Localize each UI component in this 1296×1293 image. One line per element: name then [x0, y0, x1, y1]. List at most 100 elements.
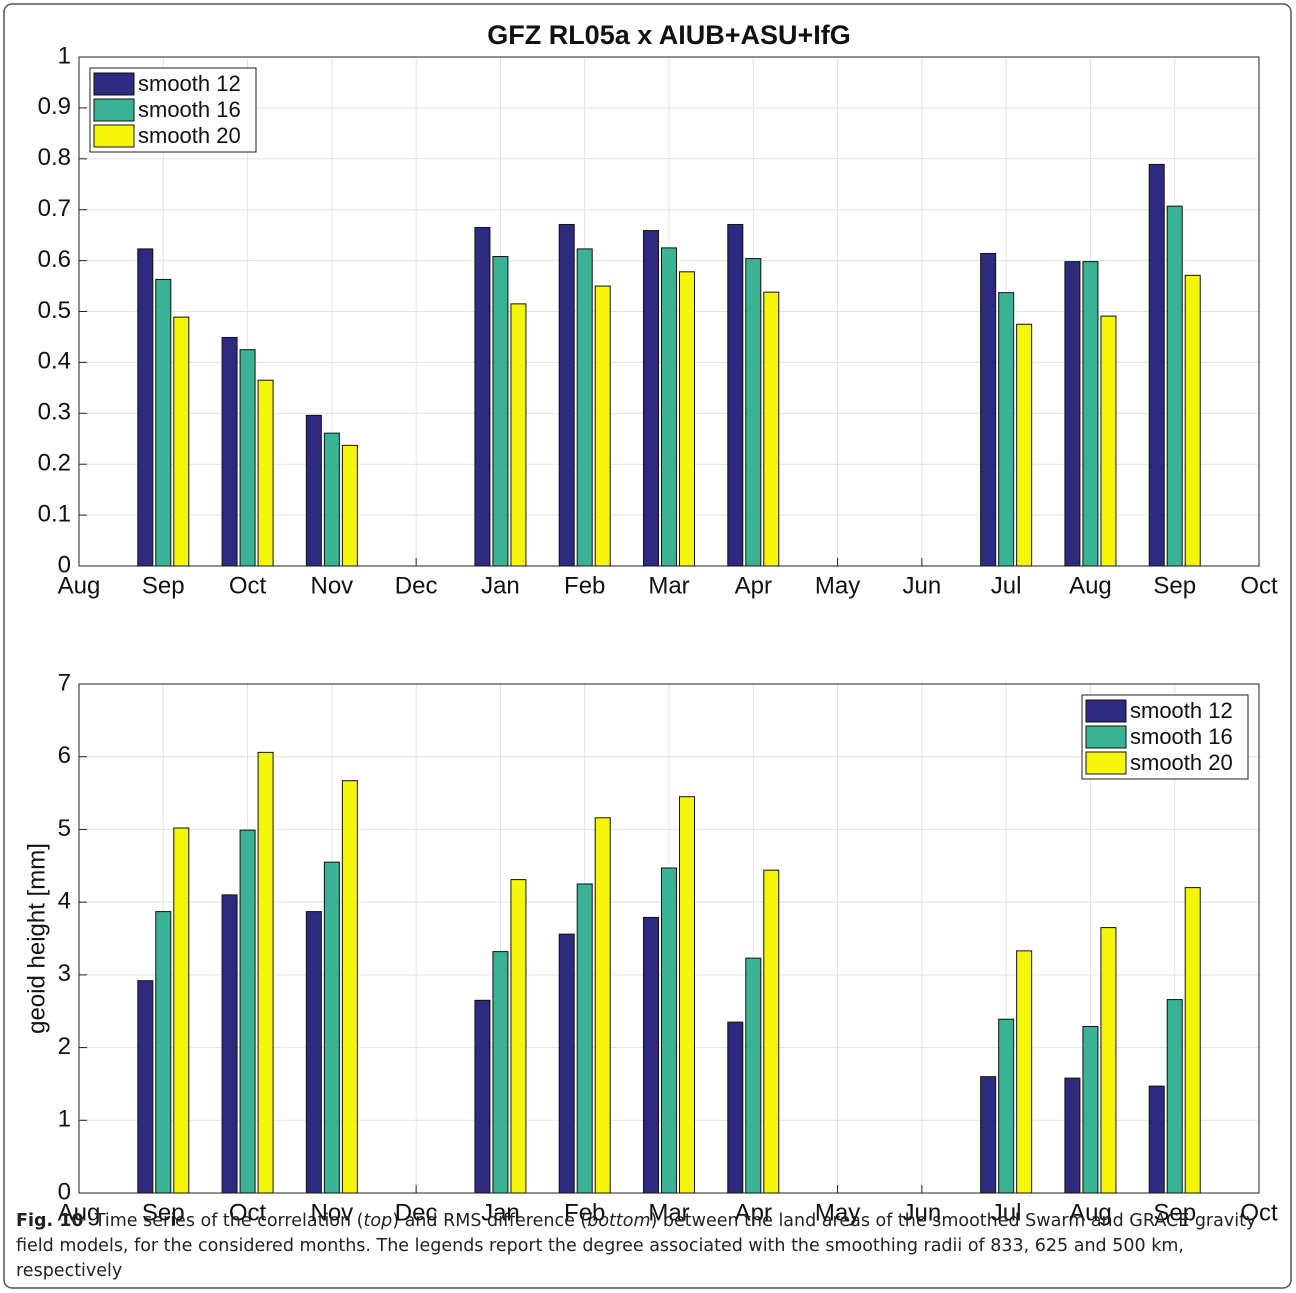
bar [1166, 999, 1183, 1194]
legend-swatch [93, 98, 135, 122]
bar [643, 916, 659, 1194]
bar [173, 827, 190, 1194]
y-tick-label: 0.9 [38, 93, 71, 120]
y-tick-label: 3 [58, 960, 71, 987]
bar [239, 829, 256, 1194]
bar [221, 336, 238, 567]
legend-swatch [93, 124, 135, 148]
bar [727, 223, 744, 567]
caption-text: ) between the land areas of the smoothed… [16, 1211, 1257, 1281]
bar [305, 911, 322, 1194]
bar [980, 1076, 997, 1194]
y-tick-label: 0.7 [38, 195, 71, 222]
bar [763, 291, 780, 567]
bar [341, 780, 358, 1194]
x-tick-label: Nov [311, 1199, 354, 1226]
x-tick-label: Sep [1153, 1199, 1196, 1226]
x-tick-label: Aug [58, 1199, 101, 1226]
bar [576, 883, 593, 1194]
bar [1100, 315, 1117, 567]
x-tick-label: Jan [481, 572, 520, 599]
x-tick-label: Dec [395, 1199, 438, 1226]
bar [594, 285, 611, 567]
x-tick-label: May [815, 1199, 860, 1226]
bar [980, 252, 997, 567]
bar [155, 911, 172, 1194]
x-tick-label: Feb [564, 1199, 605, 1226]
bar [679, 271, 695, 567]
y-tick-label: 1 [58, 1106, 71, 1133]
x-tick-label: Mar [648, 1199, 689, 1226]
x-tick-label: Apr [735, 572, 772, 599]
bar [679, 796, 695, 1194]
bar [257, 379, 274, 567]
legend-label: smooth 16 [138, 97, 241, 122]
bar [745, 258, 762, 567]
x-tick-label: Aug [1069, 1199, 1112, 1226]
bar [341, 444, 358, 567]
y-axis-label: geoid height [mm] [23, 843, 50, 1034]
bar [558, 933, 575, 1194]
bar [661, 247, 677, 567]
bar [1082, 261, 1099, 567]
y-tick-label: 2 [58, 1033, 71, 1060]
bar [745, 957, 762, 1194]
bar [305, 414, 322, 567]
bar [1016, 950, 1033, 1194]
legend-label: smooth 20 [138, 123, 241, 148]
bar [1184, 887, 1201, 1194]
bar [323, 432, 340, 567]
x-tick-label: Feb [564, 572, 605, 599]
x-tick-label: Aug [58, 572, 101, 599]
bar [1064, 1077, 1081, 1194]
y-tick-label: 5 [58, 815, 71, 842]
bar [492, 951, 509, 1194]
y-tick-label: 0 [58, 551, 71, 578]
y-tick-label: 1 [58, 42, 71, 69]
bar [1064, 261, 1081, 567]
y-tick-label: 0.5 [38, 297, 71, 324]
bar [510, 303, 527, 567]
x-tick-label: Sep [142, 572, 185, 599]
bar [1148, 1085, 1165, 1194]
bar [137, 980, 154, 1194]
caption-text: ) and RMS difference ( [392, 1211, 588, 1231]
legend-label: smooth 12 [138, 71, 241, 96]
bar [137, 248, 154, 567]
bar [239, 349, 256, 567]
caption-text: top [363, 1211, 393, 1231]
bar [221, 894, 238, 1194]
bar [492, 256, 509, 567]
bar [155, 278, 172, 567]
x-tick-label: Jun [903, 572, 942, 599]
bar [1100, 927, 1117, 1194]
x-tick-label: Jun [903, 1199, 942, 1226]
y-tick-label: 6 [58, 742, 71, 769]
legend-swatch [1085, 751, 1127, 775]
bar [594, 817, 611, 1194]
bar [763, 869, 780, 1194]
x-tick-label: Jul [991, 1199, 1022, 1226]
x-tick-label: Oct [1240, 1199, 1278, 1226]
y-tick-label: 0.3 [38, 399, 71, 426]
legend-swatch [1085, 725, 1127, 749]
y-tick-label: 7 [58, 669, 71, 696]
x-tick-label: Nov [311, 572, 354, 599]
caption: Fig. 10 Time series of the correlation (… [16, 1209, 1278, 1284]
bar [998, 1018, 1015, 1194]
legend-label: smooth 16 [1130, 724, 1233, 749]
bar [474, 999, 491, 1194]
y-tick-label: 0 [58, 1178, 71, 1205]
legend-label: smooth 20 [1130, 750, 1233, 775]
y-tick-label: 0.4 [38, 348, 71, 375]
caption-text: bottom [587, 1211, 651, 1231]
x-tick-label: Sep [1153, 572, 1196, 599]
x-tick-label: Dec [395, 572, 438, 599]
figure-border [3, 3, 1292, 1289]
bar [1166, 205, 1183, 567]
x-tick-label: Mar [648, 572, 689, 599]
bar [998, 292, 1015, 567]
legend-swatch [1085, 699, 1127, 723]
